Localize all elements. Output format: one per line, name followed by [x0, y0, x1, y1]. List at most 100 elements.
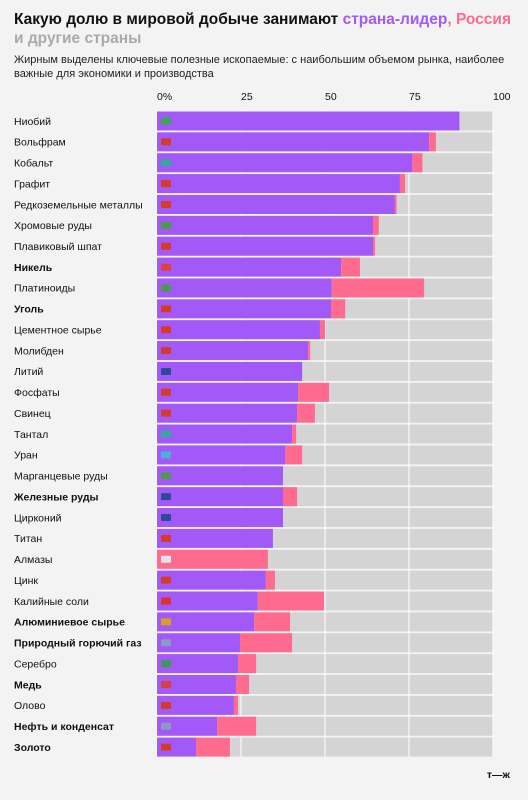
bar-segment: [373, 215, 379, 235]
x-tick-label: 0%: [157, 91, 172, 103]
bar-segment: [157, 153, 413, 173]
flag: [161, 618, 171, 626]
bar-segment: [157, 570, 266, 590]
bar-segment: [319, 320, 325, 340]
category-label: Никель: [14, 262, 53, 274]
bar-segment: [429, 132, 436, 152]
bar-segment: [157, 174, 400, 194]
bar-segment: [331, 278, 425, 298]
flag: [161, 451, 171, 459]
category-label: Природный горючий газ: [14, 638, 142, 650]
flag: [161, 555, 171, 563]
flag: [161, 680, 171, 688]
bar-segment: [285, 445, 303, 465]
legend-leader: страна-лидер: [342, 11, 448, 28]
category-label: Марганцевые руды: [14, 471, 108, 483]
flag: [161, 534, 171, 542]
bar-segment: [157, 633, 240, 653]
flag: [161, 221, 171, 229]
category-label: Молибден: [14, 345, 64, 357]
bar-segment: [157, 257, 342, 277]
bar-segment: [157, 299, 332, 319]
flag: [161, 514, 171, 522]
category-label: Уголь: [14, 304, 44, 316]
category-label: Алюминиевое сырье: [14, 617, 125, 629]
category-label: Нефть и конденсат: [14, 721, 114, 733]
category-label: Фосфаты: [14, 387, 60, 399]
category-label: Редкоземельные металлы: [14, 199, 143, 211]
flag: [161, 305, 171, 313]
bar-segment: [157, 466, 283, 486]
category-label: Железные руды: [13, 491, 99, 503]
bar-segment: [265, 570, 275, 590]
bar-segment: [257, 591, 324, 611]
category-label: Свинец: [14, 408, 51, 420]
bar-segment: [298, 382, 330, 402]
bar-segment: [157, 528, 273, 548]
flag: [161, 200, 171, 208]
flag: [161, 284, 171, 292]
category-label: Калийные соли: [14, 596, 89, 608]
bar-segment: [157, 215, 374, 235]
flag: [161, 117, 171, 125]
bar-segment: [157, 236, 374, 256]
x-tick-label: 25: [241, 91, 253, 103]
flag: [161, 263, 171, 271]
bar-segment: [157, 194, 395, 214]
bar-segment: [157, 403, 298, 423]
flag: [161, 660, 171, 668]
bar-segment: [157, 341, 309, 361]
category-label: Графит: [14, 178, 50, 190]
flag: [161, 138, 171, 146]
bar-segment: [157, 612, 255, 632]
bar-segment: [394, 194, 397, 214]
flag: [161, 242, 171, 250]
bar-segment: [157, 111, 460, 131]
bar-segment: [157, 278, 332, 298]
legend-russia: Россия: [455, 11, 511, 28]
category-label: Плавиковый шпат: [14, 241, 102, 253]
bar-segment: [157, 361, 303, 381]
category-label: Ниобий: [14, 116, 51, 128]
flag: [161, 722, 171, 730]
category-label: Золото: [14, 742, 51, 754]
bar-segment: [308, 341, 311, 361]
bar-segment: [195, 737, 230, 757]
bar-segment: [217, 716, 257, 736]
flag: [161, 159, 171, 167]
bar-segment: [157, 654, 238, 674]
category-label: Цинк: [14, 575, 38, 587]
flag: [161, 597, 171, 605]
bar-segment: [283, 487, 298, 507]
bar-segment: [157, 695, 234, 715]
category-label: Платиноиды: [14, 283, 75, 295]
category-label: Тантал: [14, 429, 48, 441]
category-label: Цементное сырье: [14, 324, 102, 336]
bar-segment: [331, 299, 346, 319]
x-tick-label: 50: [325, 91, 337, 103]
bar-segment: [157, 591, 258, 611]
bar-segment: [157, 716, 218, 736]
bar-segment: [239, 633, 293, 653]
category-label: Вольфрам: [14, 137, 66, 149]
title-separator: ,: [447, 11, 452, 28]
logo: т—ж: [487, 769, 511, 781]
bar-segment: [412, 153, 423, 173]
bar-segment: [157, 320, 320, 340]
flag: [161, 388, 171, 396]
category-label: Литий: [14, 366, 43, 378]
flag: [161, 347, 171, 355]
bar-segment: [254, 612, 291, 632]
flag: [161, 409, 171, 417]
bar-segment: [157, 549, 268, 569]
bar-segment: [292, 424, 297, 444]
category-label: Хромовые руды: [14, 220, 92, 232]
title-text: Какую долю в мировой добыче занимают: [14, 11, 339, 28]
bar-segment: [341, 257, 360, 277]
subtitle: Жирным выделены ключевые полезные ископа…: [14, 54, 505, 80]
bar-segment: [235, 674, 250, 694]
legend-other: и другие страны: [14, 30, 142, 47]
category-label: Титан: [14, 533, 42, 545]
